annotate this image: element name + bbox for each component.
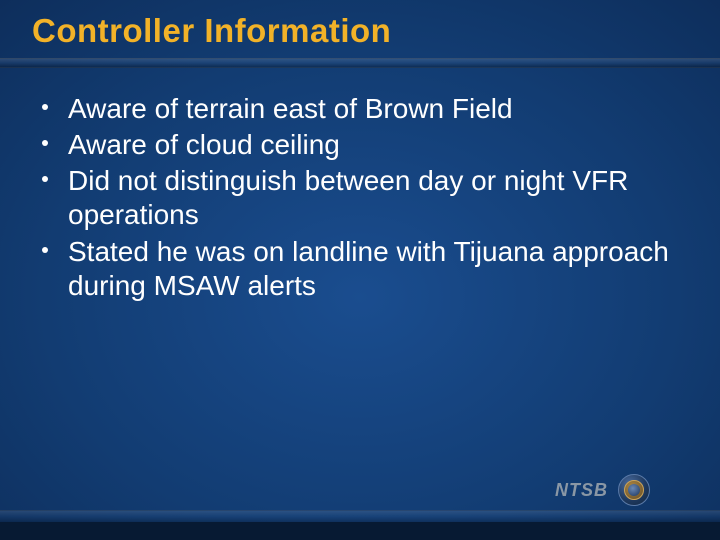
list-item: Aware of terrain east of Brown Field [40, 92, 680, 126]
slide-title: Controller Information [32, 12, 720, 50]
bullet-icon [42, 247, 48, 253]
bullet-text: Aware of cloud ceiling [68, 129, 340, 160]
list-item: Aware of cloud ceiling [40, 128, 680, 162]
bullet-text: Did not distinguish between day or night… [68, 165, 628, 230]
title-underline [0, 58, 720, 68]
bullet-icon [42, 140, 48, 146]
bullet-icon [42, 176, 48, 182]
content-area: Aware of terrain east of Brown Field Awa… [40, 92, 680, 305]
title-bar: Controller Information [0, 12, 720, 50]
bullet-text: Aware of terrain east of Brown Field [68, 93, 513, 124]
bullet-list: Aware of terrain east of Brown Field Awa… [40, 92, 680, 303]
bullet-icon [42, 104, 48, 110]
slide: Controller Information Aware of terrain … [0, 0, 720, 540]
brand-block: NTSB [555, 474, 650, 506]
footer-bar [0, 510, 720, 522]
footer-bottom [0, 522, 720, 540]
list-item: Stated he was on landline with Tijuana a… [40, 235, 680, 303]
brand-label: NTSB [555, 480, 608, 501]
bullet-text: Stated he was on landline with Tijuana a… [68, 236, 669, 301]
seal-icon [618, 474, 650, 506]
list-item: Did not distinguish between day or night… [40, 164, 680, 232]
